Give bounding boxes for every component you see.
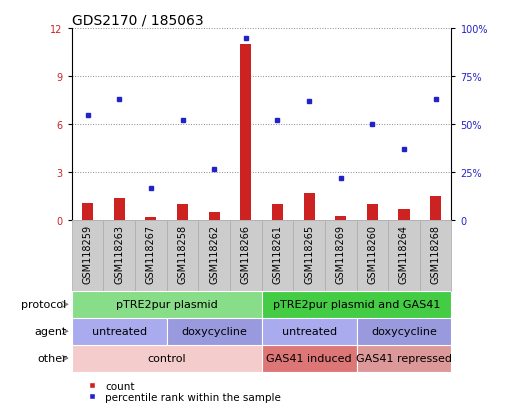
Bar [114, 199, 125, 221]
Text: GSM118268: GSM118268 [430, 224, 441, 283]
Text: doxycycline: doxycycline [371, 326, 437, 337]
Bar [72, 221, 104, 291]
Bar [335, 216, 346, 221]
Text: GSM118265: GSM118265 [304, 224, 314, 283]
Bar [399, 210, 409, 221]
Bar [82, 203, 93, 221]
Text: GSM118261: GSM118261 [272, 224, 283, 283]
Text: untreated: untreated [282, 326, 337, 337]
Text: GSM118269: GSM118269 [336, 224, 346, 283]
Bar [262, 318, 357, 345]
Bar [72, 318, 167, 345]
Text: untreated: untreated [92, 326, 147, 337]
Text: GSM118260: GSM118260 [367, 224, 378, 283]
Bar [262, 291, 451, 318]
Bar [230, 221, 262, 291]
Text: doxycycline: doxycycline [181, 326, 247, 337]
Text: GSM118264: GSM118264 [399, 224, 409, 283]
Bar [357, 318, 451, 345]
Bar [72, 345, 262, 372]
Text: other: other [37, 353, 67, 363]
Bar [388, 221, 420, 291]
Bar [72, 291, 262, 318]
Bar [167, 318, 262, 345]
Bar [209, 213, 220, 221]
Bar [367, 205, 378, 221]
Bar [262, 345, 357, 372]
Text: GSM118259: GSM118259 [83, 224, 93, 283]
Text: pTRE2pur plasmid and GAS41: pTRE2pur plasmid and GAS41 [273, 299, 440, 310]
Bar [177, 205, 188, 221]
Bar [325, 221, 357, 291]
Text: GSM118258: GSM118258 [177, 224, 188, 283]
Text: GDS2170 / 185063: GDS2170 / 185063 [72, 14, 204, 28]
Bar [135, 221, 167, 291]
Bar [167, 221, 199, 291]
Text: GAS41 repressed: GAS41 repressed [356, 353, 452, 363]
Text: GSM118263: GSM118263 [114, 224, 124, 283]
Bar [357, 345, 451, 372]
Text: control: control [147, 353, 186, 363]
Text: GSM118266: GSM118266 [241, 224, 251, 283]
Bar [304, 194, 314, 221]
Bar [272, 205, 283, 221]
Bar [104, 221, 135, 291]
Bar [262, 221, 293, 291]
Text: GSM118262: GSM118262 [209, 224, 219, 283]
Bar [240, 45, 251, 221]
Legend: count, percentile rank within the sample: count, percentile rank within the sample [77, 377, 285, 406]
Text: GSM118267: GSM118267 [146, 224, 156, 283]
Bar [357, 221, 388, 291]
Bar [145, 218, 156, 221]
Text: pTRE2pur plasmid: pTRE2pur plasmid [116, 299, 218, 310]
Text: protocol: protocol [22, 299, 67, 310]
Bar [199, 221, 230, 291]
Text: GAS41 induced: GAS41 induced [266, 353, 352, 363]
Bar [293, 221, 325, 291]
Text: agent: agent [34, 326, 67, 337]
Bar [420, 221, 451, 291]
Bar [430, 197, 441, 221]
